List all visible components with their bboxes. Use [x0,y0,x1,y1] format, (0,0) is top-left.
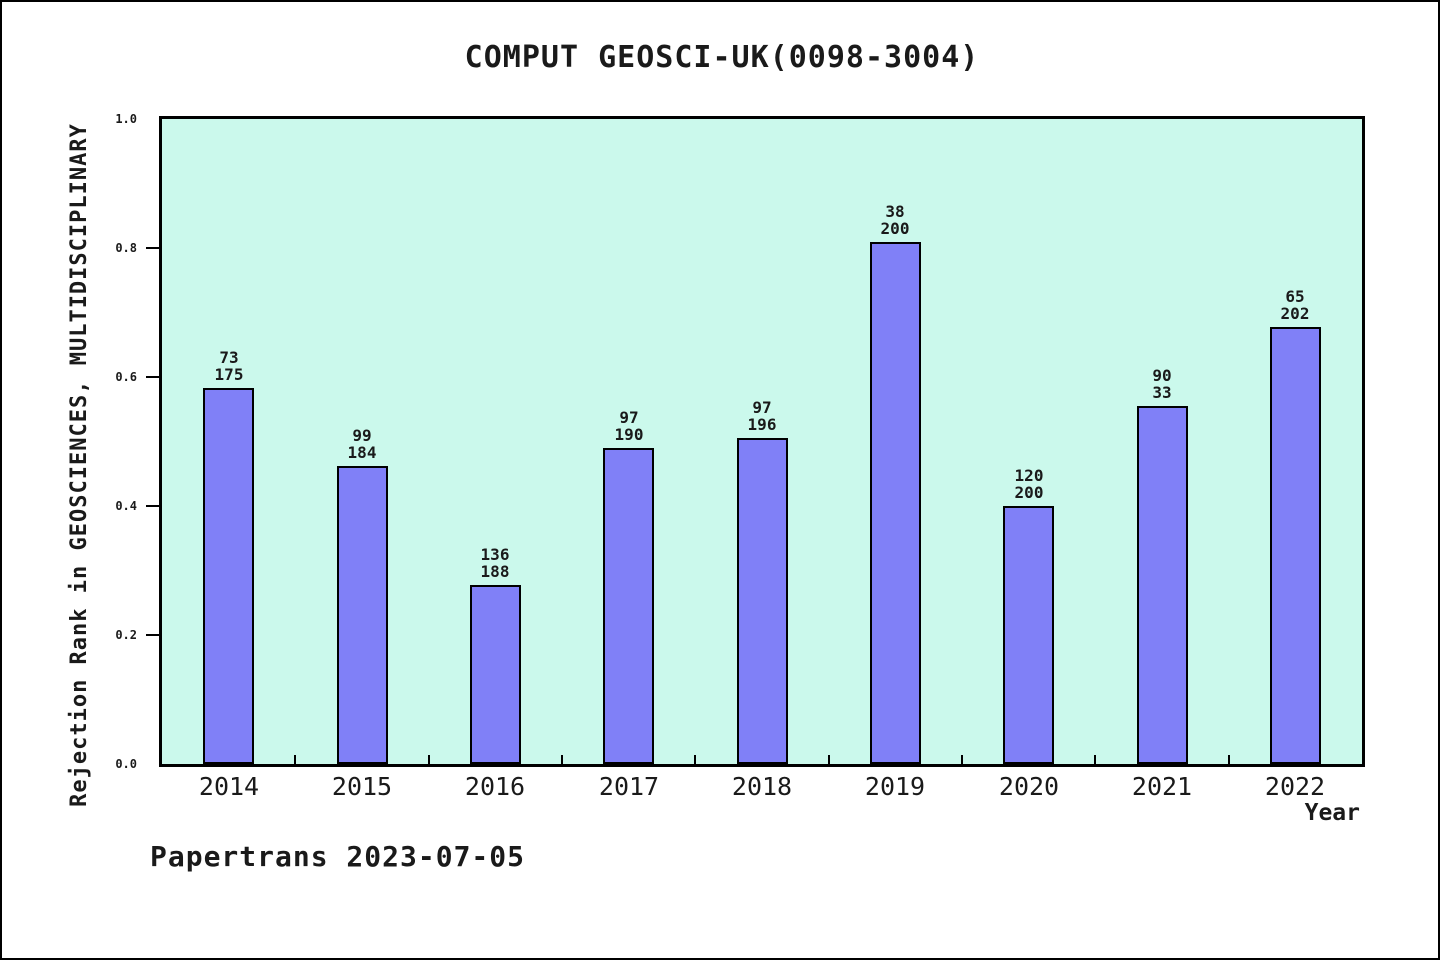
bar-label-numerator: 38 [885,202,905,222]
x-tick-label-2017: 2017 [598,772,660,801]
y-axis-tick [146,247,159,249]
x-axis-minor-tick [828,755,830,764]
x-axis-minor-tick [428,755,430,764]
y-tick-label-0.8: 0.8 [115,241,137,255]
bar-label-denominator: 184 [347,443,377,463]
plot-inner: 73 175 99 184 136 188 97 190 97 196 38 200 120 200 90 3… [162,119,1362,764]
bar-2018 [737,438,788,764]
bar-label-denominator: 33 [1152,383,1172,403]
bar-2016 [470,585,521,764]
bar-value-label-2016: 136 188 [435,547,555,581]
x-tick-label-2020: 2020 [998,772,1060,801]
bar-2022 [1270,327,1321,764]
x-axis-minor-tick [961,755,963,764]
bar-value-label-2015: 99 184 [302,428,422,462]
y-tick-label-1.0: 1.0 [115,112,137,126]
x-axis-minor-tick [694,755,696,764]
y-tick-label-0.4: 0.4 [115,499,137,513]
bar-2017 [603,448,654,764]
bar-value-label-2014: 73 175 [169,350,289,384]
chart-title: COMPUT GEOSCI-UK(0098-3004) [464,40,980,75]
x-axis-minor-tick [294,755,296,764]
bar-value-label-2019: 38 200 [835,204,955,238]
y-tick-label-0.2: 0.2 [115,628,137,642]
x-tick-label-2018: 2018 [731,772,793,801]
y-tick-label-0.6: 0.6 [115,370,137,384]
footer-watermark: Papertrans 2023-07-05 [150,840,526,873]
x-axis-minor-tick [561,755,563,764]
bar-label-numerator: 97 [619,408,639,428]
bar-label-numerator: 73 [219,348,239,368]
bar-label-numerator: 99 [352,426,372,446]
bar-value-label-2018: 97 196 [702,400,822,434]
bar-label-numerator: 97 [752,398,772,418]
y-axis-tick [146,376,159,378]
bar-2021 [1137,406,1188,764]
x-tick-label-2015: 2015 [331,772,393,801]
bar-label-denominator: 202 [1280,304,1310,324]
x-tick-label-2014: 2014 [198,772,260,801]
y-axis-tick [146,505,159,507]
bar-label-numerator: 136 [480,545,510,565]
x-tick-label-2021: 2021 [1131,772,1193,801]
x-axis-minor-tick [1228,755,1230,764]
bar-2014 [203,388,254,764]
bar-value-label-2021: 90 33 [1102,368,1222,402]
bar-label-denominator: 200 [1014,483,1044,503]
bar-label-denominator: 200 [880,219,910,239]
x-tick-label-2022: 2022 [1264,772,1326,801]
bar-label-denominator: 175 [214,365,244,385]
plot-area: 73 175 99 184 136 188 97 190 97 196 38 200 120 200 90 3… [159,116,1365,767]
bar-value-label-2017: 97 190 [569,410,689,444]
bar-2015 [337,466,388,764]
x-axis-minor-tick [1094,755,1096,764]
bar-label-denominator: 190 [614,425,644,445]
bar-label-denominator: 188 [480,562,510,582]
x-axis-label: Year [1304,800,1360,826]
x-tick-label-2016: 2016 [464,772,526,801]
y-tick-label-0.0: 0.0 [115,757,137,771]
x-tick-label-2019: 2019 [864,772,926,801]
bar-value-label-2022: 65 202 [1235,289,1355,323]
bar-2020 [1003,506,1054,764]
bar-label-numerator: 90 [1152,366,1172,386]
y-axis-tick [146,634,159,636]
bar-label-denominator: 196 [747,415,777,435]
y-axis-label: Rejection Rank in GEOSCIENCES, MULTIDISC… [67,123,92,807]
bar-2019 [870,242,921,764]
bar-value-label-2020: 120 200 [969,468,1089,502]
bar-label-numerator: 65 [1285,287,1305,307]
bar-label-numerator: 120 [1014,466,1044,486]
